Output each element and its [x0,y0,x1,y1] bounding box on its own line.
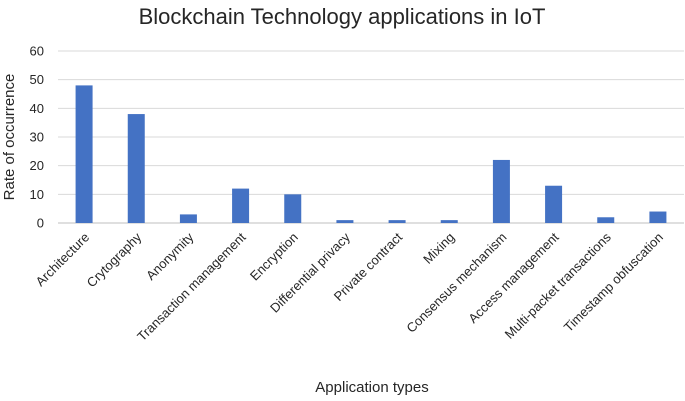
bar [232,188,250,223]
x-axis-title: Application types [315,379,428,396]
y-axis-ticks: 0 10 20 30 40 50 60 [30,44,44,231]
bar [388,220,406,223]
y-tick-label: 60 [30,44,44,59]
bar [597,217,615,223]
y-tick-label: 20 [30,158,44,173]
x-category-label: Multi-packet transactions [502,229,615,342]
y-tick-label: 40 [30,101,44,116]
bar [492,159,510,223]
bar [127,114,145,223]
x-axis-category-labels: ArchitectureCrytographyAnonymityTransact… [33,229,666,344]
y-tick-label: 10 [30,187,44,202]
bars [75,85,667,224]
bar [75,85,93,224]
bar [545,185,563,223]
x-category-label: Transaction management [134,229,249,344]
x-category-label: Mixing [420,230,457,267]
bar [649,211,667,223]
y-axis-title: Rate of occurrence [1,74,18,201]
chart-title: Blockchain Technology applications in Io… [139,4,546,29]
gridlines [58,50,684,224]
x-category-label: Timestamp obfuscation [561,230,666,335]
y-tick-label: 0 [37,216,44,231]
bar [284,194,302,223]
bar [336,220,354,223]
y-tick-label: 30 [30,130,44,145]
bar [179,214,197,223]
y-tick-label: 50 [30,72,44,87]
x-category-label: Encryption [247,230,301,284]
x-category-label: Crytography [84,229,145,290]
x-category-label: Consensus mechanism [403,230,509,336]
x-category-label: Access management [465,229,562,326]
x-category-label: Anonymity [143,229,197,283]
bar [440,220,458,223]
